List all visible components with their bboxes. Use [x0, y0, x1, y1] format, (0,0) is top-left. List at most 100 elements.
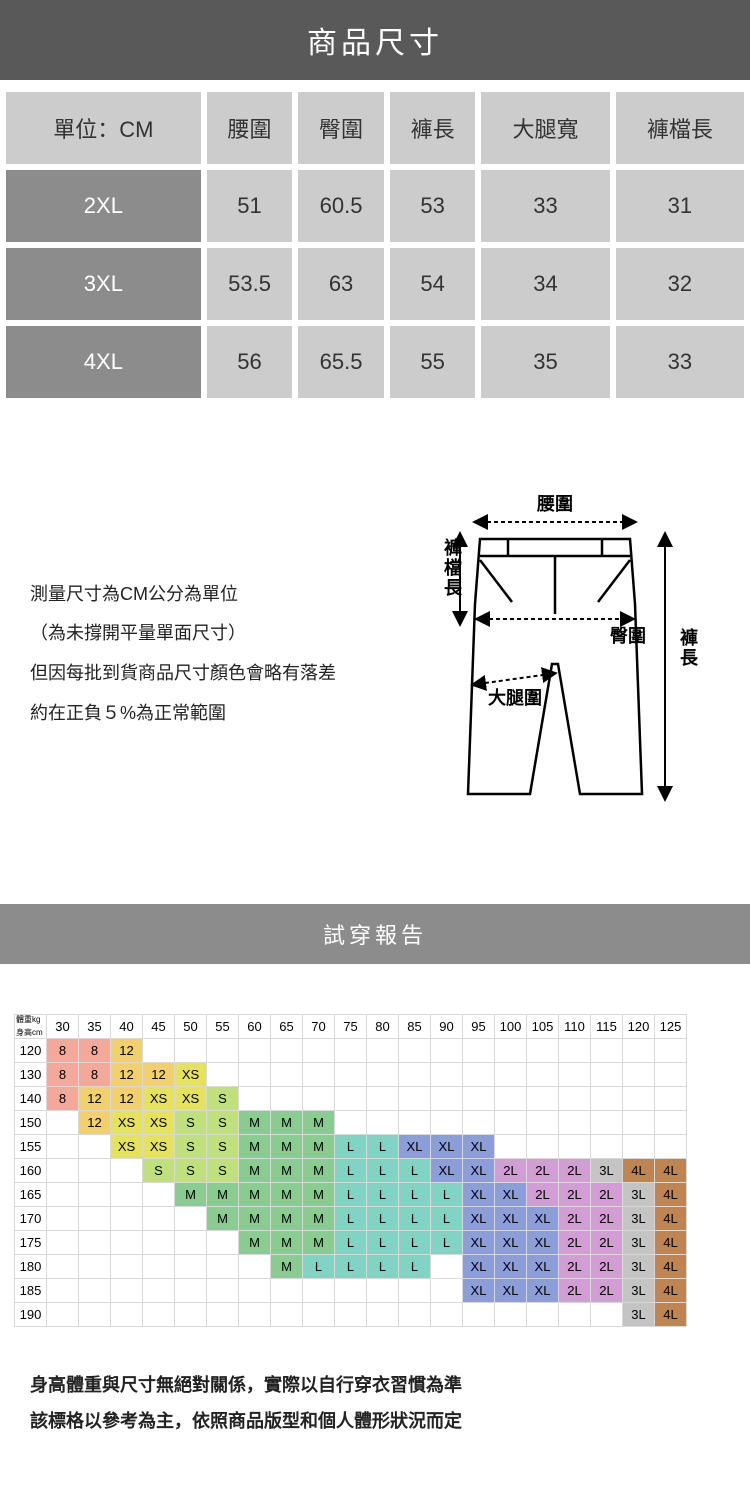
fit-cell: XL [463, 1183, 495, 1207]
fit-cell: 2L [559, 1183, 591, 1207]
fit-cell [559, 1111, 591, 1135]
fit-weight-header: 35 [79, 1015, 111, 1039]
fit-cell: 3L [623, 1207, 655, 1231]
measure-notes: 測量尺寸為CM公分為單位 （為未撐開平量單面尺寸） 但因每批到貨商品尺寸顏色會略… [30, 575, 360, 733]
fit-weight-header: 120 [623, 1015, 655, 1039]
size-cell: 63 [298, 248, 384, 320]
fit-height-header: 150 [15, 1111, 47, 1135]
fit-cell: XL [495, 1207, 527, 1231]
fit-cell: XL [495, 1255, 527, 1279]
fit-cell [111, 1207, 143, 1231]
fit-weight-header: 60 [239, 1015, 271, 1039]
fit-cell: M [303, 1183, 335, 1207]
fit-cell: XL [399, 1135, 431, 1159]
fit-cell: XL [431, 1159, 463, 1183]
fit-cell: L [399, 1207, 431, 1231]
size-cell: 32 [616, 248, 744, 320]
fit-cell [271, 1279, 303, 1303]
fit-cell [335, 1039, 367, 1063]
fit-cell: 2L [591, 1279, 623, 1303]
fit-cell: L [335, 1159, 367, 1183]
fit-cell: 4L [655, 1303, 687, 1327]
fit-cell [431, 1279, 463, 1303]
fit-cell [591, 1135, 623, 1159]
fit-cell: XS [143, 1135, 175, 1159]
fit-cell: M [303, 1111, 335, 1135]
fit-weight-header: 90 [431, 1015, 463, 1039]
fit-cell [495, 1135, 527, 1159]
fit-report-header: 試穿報告 [0, 904, 750, 964]
fit-cell: XS [143, 1111, 175, 1135]
size-cell: 54 [390, 248, 476, 320]
fit-cell [623, 1087, 655, 1111]
fit-cell: 3L [623, 1255, 655, 1279]
fit-cell: L [367, 1159, 399, 1183]
fit-cell [175, 1039, 207, 1063]
fit-cell [79, 1183, 111, 1207]
fit-cell [463, 1039, 495, 1063]
size-cell: 53 [390, 170, 476, 242]
fit-cell [655, 1087, 687, 1111]
fit-cell: S [175, 1135, 207, 1159]
fit-cell: L [431, 1231, 463, 1255]
fit-cell: L [335, 1135, 367, 1159]
fit-cell: M [303, 1207, 335, 1231]
fit-cell [47, 1183, 79, 1207]
fit-cell [47, 1159, 79, 1183]
fit-cell: 4L [623, 1159, 655, 1183]
fit-cell: 8 [47, 1087, 79, 1111]
fit-cell: 2L [591, 1255, 623, 1279]
fit-cell [271, 1063, 303, 1087]
fit-cell [367, 1039, 399, 1063]
fit-weight-header: 30 [47, 1015, 79, 1039]
size-header-text: 商品尺寸 [307, 27, 443, 60]
size-cell: 53.5 [207, 248, 293, 320]
fit-cell: 2L [591, 1183, 623, 1207]
fit-cell [143, 1183, 175, 1207]
fit-cell: XL [495, 1279, 527, 1303]
size-cell: 33 [481, 170, 609, 242]
fit-cell [335, 1111, 367, 1135]
fit-cell: 4L [655, 1207, 687, 1231]
fit-cell: 2L [559, 1255, 591, 1279]
fit-weight-header: 55 [207, 1015, 239, 1039]
fit-cell [335, 1303, 367, 1327]
fit-cell [527, 1039, 559, 1063]
fit-cell [527, 1303, 559, 1327]
fit-cell: 4L [655, 1231, 687, 1255]
fit-cell [335, 1087, 367, 1111]
fit-cell [591, 1039, 623, 1063]
fit-weight-header: 80 [367, 1015, 399, 1039]
fit-cell [111, 1183, 143, 1207]
fit-cell: M [239, 1183, 271, 1207]
fit-cell [111, 1231, 143, 1255]
fit-weight-header: 70 [303, 1015, 335, 1039]
fit-cell [591, 1087, 623, 1111]
fit-cell: M [271, 1135, 303, 1159]
fit-cell [431, 1255, 463, 1279]
label-hip: 臀圍 [610, 626, 646, 646]
fit-cell: 4L [655, 1159, 687, 1183]
fit-weight-header: 75 [335, 1015, 367, 1039]
fit-cell: L [431, 1207, 463, 1231]
fit-cell: L [367, 1183, 399, 1207]
fit-cell [239, 1279, 271, 1303]
fit-cell: XL [527, 1207, 559, 1231]
fit-cell: 3L [591, 1159, 623, 1183]
fit-cell [79, 1159, 111, 1183]
size-row-header: 2XL [6, 170, 201, 242]
fit-cell: L [367, 1231, 399, 1255]
fit-cell [431, 1303, 463, 1327]
fit-cell: S [207, 1159, 239, 1183]
fit-cell [399, 1063, 431, 1087]
fit-cell [111, 1279, 143, 1303]
fit-height-header: 180 [15, 1255, 47, 1279]
fit-cell: XL [463, 1159, 495, 1183]
fit-cell [463, 1303, 495, 1327]
fit-cell [47, 1207, 79, 1231]
fit-cell [111, 1303, 143, 1327]
label-waist: 腰圍 [536, 494, 573, 514]
fit-cell [495, 1111, 527, 1135]
fit-cell [79, 1279, 111, 1303]
fit-cell: M [207, 1183, 239, 1207]
